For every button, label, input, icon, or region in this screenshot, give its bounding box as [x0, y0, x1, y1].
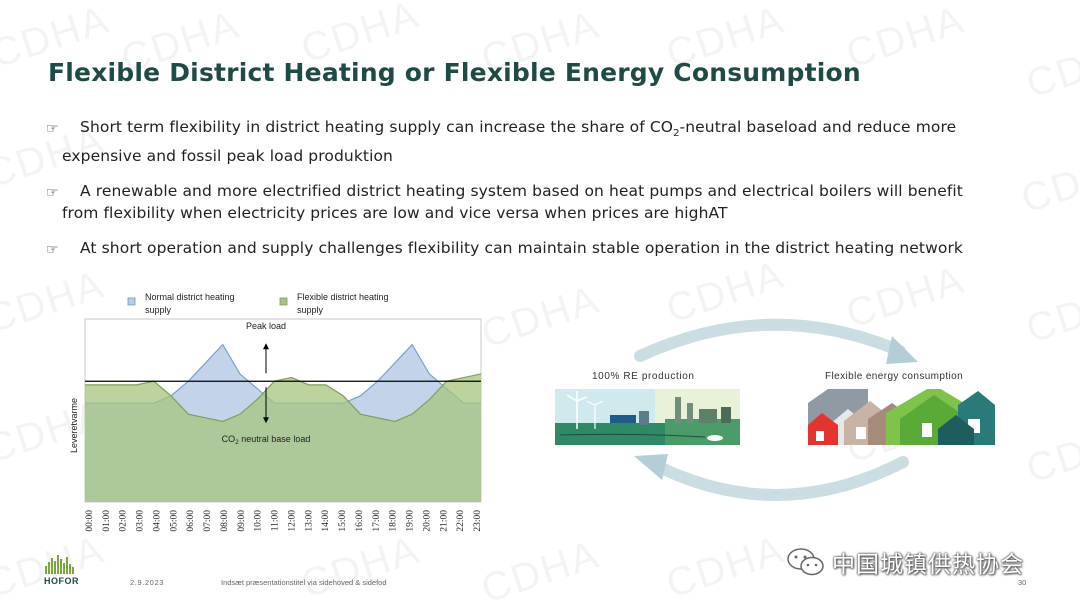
legend-label-0-line2: supply [145, 305, 172, 315]
wechat-watermark: 中国城镇供热协会 [786, 545, 1024, 579]
x-tick-label: 13:00 [304, 510, 314, 532]
slide-title: Flexible District Heating or Flexible En… [48, 58, 861, 87]
x-tick-label: 01:00 [102, 510, 112, 532]
bullet-list: ☞ Short term flexibility in district hea… [46, 116, 1026, 272]
watermark: CDHA [661, 527, 791, 607]
wechat-icon [787, 548, 824, 576]
hofor-logo-icon [45, 555, 74, 574]
x-tick-label: 18:00 [389, 510, 399, 532]
bullet-item: ☞ Short term flexibility in district hea… [46, 116, 1026, 167]
watermark: CDHA [476, 277, 606, 357]
footer-title: Indsæt præsentationstitel via sidehoved … [221, 578, 387, 587]
x-tick-label: 19:00 [406, 510, 416, 532]
x-tick-label: 15:00 [338, 510, 348, 532]
x-tick-label: 16:00 [355, 510, 365, 532]
x-tick-label: 21:00 [439, 510, 449, 532]
page-number: 30 [1018, 578, 1027, 587]
flexible-consumption-label: Flexible energy consumption [825, 371, 964, 382]
heating-area-chart: Peak load CO2 neutral base load Leveretvar… [69, 292, 483, 532]
legend-swatch-1 [279, 297, 288, 306]
peak-arrow-head [263, 343, 269, 350]
renewable-city-illustration [555, 389, 740, 445]
x-tick-label: 12:00 [287, 510, 297, 532]
base-load-label: CO2 neutral base load [222, 434, 311, 446]
x-tick-label: 02:00 [119, 510, 129, 532]
series-area-1 [85, 373, 481, 502]
peak-load-label: Peak load [246, 321, 286, 331]
cycle-arrow-top [634, 318, 918, 364]
watermark: CDHA [1021, 27, 1080, 107]
x-tick-label: 11:00 [271, 510, 281, 532]
pointing-hand-icon: ☞ [46, 242, 59, 259]
x-tick-label: 06:00 [186, 510, 196, 532]
legend-label-0: Normal district heating [145, 292, 235, 302]
pointing-hand-icon: ☞ [46, 121, 59, 137]
x-tick-label: 09:00 [237, 510, 247, 532]
series-line-1 [85, 373, 482, 423]
houses-illustration [808, 389, 995, 445]
hofor-logo-text: HOFOR [44, 576, 79, 586]
legend-label-1-line2: supply [297, 305, 324, 315]
x-tick-label: 14:00 [321, 510, 331, 532]
y-axis-label: Leveretvarme [69, 398, 79, 453]
base-arrow-head [263, 417, 269, 424]
watermark: CDHA [476, 532, 606, 608]
watermark: CDHA [1021, 412, 1080, 492]
bullet-text: -neutral baseload and reduce more [679, 118, 957, 136]
watermark: CDHA [1021, 272, 1080, 352]
x-tick-label: 03:00 [136, 510, 146, 532]
bullet-item: ☞ A renewable and more electrified distr… [46, 180, 1026, 224]
legend-label-1: Flexible district heating [297, 292, 389, 302]
x-tick-label: 20:00 [422, 510, 432, 532]
x-tick-label: 04:00 [152, 510, 162, 532]
x-tick-label: 17:00 [372, 510, 382, 532]
bullet-text: expensive and fossil peak load produktio… [62, 147, 393, 166]
cycle-arrow-bottom [634, 454, 909, 501]
x-tick-label: 00:00 [85, 510, 95, 532]
legend-swatch-0 [127, 297, 136, 306]
re-production-label: 100% RE production [592, 371, 695, 382]
wechat-account-name: 中国城镇供热协会 [832, 552, 1024, 578]
bullet-subscript: 2 [673, 128, 680, 140]
x-tick-label: 08:00 [220, 510, 230, 532]
pointing-hand-icon: ☞ [46, 185, 59, 202]
bullet-text: A renewable and more electrified distric… [80, 182, 963, 201]
x-tick-label: 07:00 [203, 510, 213, 532]
bullet-text: At short operation and supply challenges… [80, 239, 963, 258]
bullet-text: from flexibility when electricity prices… [62, 204, 728, 223]
x-tick-label: 05:00 [169, 510, 179, 532]
footer-date: 2.9.2023 [130, 578, 164, 587]
bullet-item: ☞ At short operation and supply challeng… [46, 237, 1026, 259]
x-tick-label: 10:00 [254, 510, 264, 532]
x-tick-label: 22:00 [456, 510, 466, 532]
x-tick-label: 23:00 [473, 510, 483, 532]
chart-plot: Peak load CO2 neutral base load Leveretvar… [69, 292, 483, 532]
bullet-text: Short term flexibility in district heati… [80, 118, 674, 136]
